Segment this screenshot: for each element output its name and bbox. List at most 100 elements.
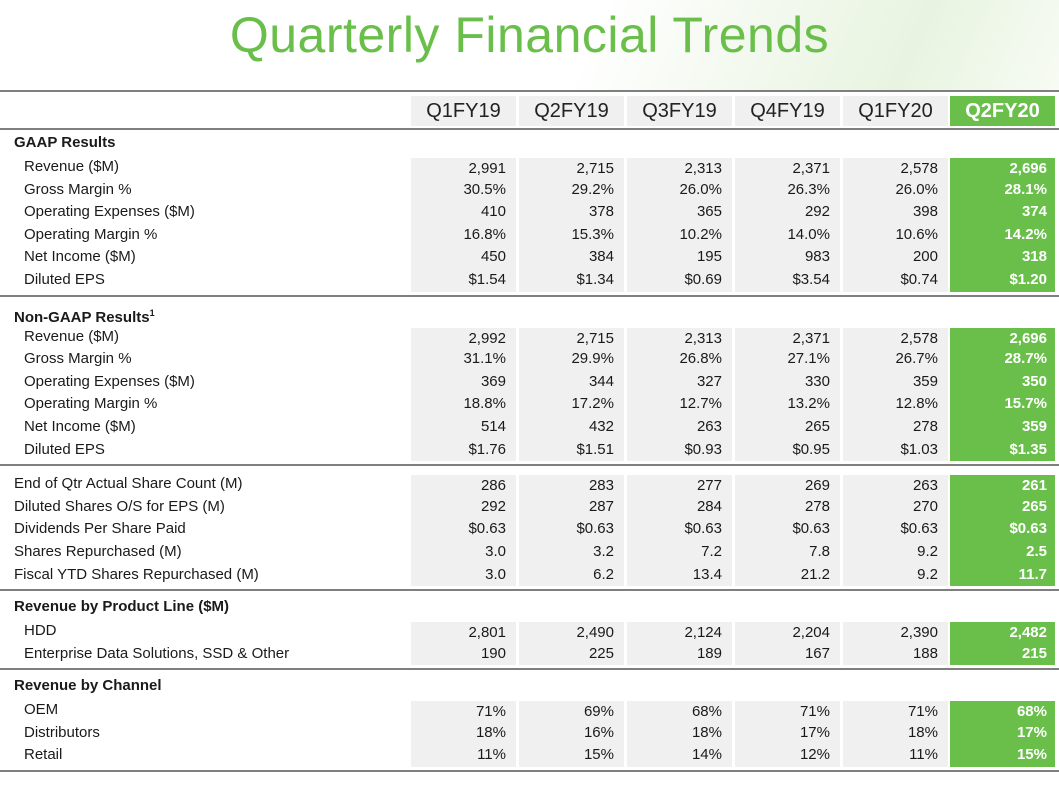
- quarter-header: Q4FY19: [735, 96, 840, 126]
- section-heading: Revenue by Product Line ($M): [0, 594, 1059, 620]
- value-cell: 3.0: [411, 563, 516, 587]
- table-row: Operating Expenses ($M) 369 344 327 330 359 35…: [0, 370, 1059, 394]
- value-cell: 2,313: [627, 156, 732, 179]
- value-cell: 16.8%: [411, 223, 516, 247]
- value-cell: $0.93: [627, 438, 732, 462]
- current-quarter-cell: 14.2%: [950, 223, 1055, 247]
- value-cell: 2,992: [411, 325, 516, 349]
- value-cell: 15%: [519, 744, 624, 768]
- value-cell: 18%: [843, 721, 948, 745]
- table-row: Revenue ($M) 2,991 2,715 2,313 2,371 2,578 2,6…: [0, 156, 1059, 179]
- value-cell: 287: [519, 495, 624, 519]
- value-cell: 365: [627, 201, 732, 224]
- value-cell: 369: [411, 370, 516, 394]
- table-body: GAAP Results Revenue ($M) 2,991 2,715 2,313 2…: [0, 130, 1059, 773]
- footnote-marker: 1: [149, 307, 155, 318]
- value-cell: 10.6%: [843, 223, 948, 247]
- value-cell: 17.2%: [519, 393, 624, 416]
- row-label: Gross Margin %: [24, 180, 132, 198]
- table-row: End of Qtr Actual Share Count (M) 286 283 2…: [0, 473, 1059, 496]
- value-cell: 2,991: [411, 156, 516, 179]
- current-quarter-cell: 28.7%: [950, 348, 1055, 371]
- row-label: Operating Margin %: [24, 225, 158, 243]
- table-row: HDD 2,801 2,490 2,124 2,204 2,390 2,482: [0, 620, 1059, 643]
- current-quarter-cell: 68%: [950, 699, 1055, 722]
- section-heading-text: GAAP Results: [14, 134, 116, 151]
- row-label: OEM: [24, 701, 59, 719]
- value-cell: 270: [843, 495, 948, 519]
- value-cell: 514: [411, 415, 516, 439]
- value-cell: 167: [735, 642, 840, 666]
- value-cell: 6.2: [519, 563, 624, 587]
- value-cell: 410: [411, 201, 516, 224]
- table-row: Fiscal YTD Shares Repurchased (M) 3.0 6.2 1…: [0, 563, 1059, 587]
- value-cell: 3.2: [519, 540, 624, 564]
- row-label: Revenue ($M): [24, 158, 120, 175]
- current-quarter-cell: 215: [950, 642, 1055, 666]
- value-cell: $0.63: [735, 518, 840, 541]
- current-quarter-cell: 15.7%: [950, 393, 1055, 416]
- current-quarter-cell: 350: [950, 370, 1055, 394]
- financial-table: Q1FY19 Q2FY19 Q3FY19 Q4FY19 Q1FY20 Q2FY2…: [0, 93, 1059, 775]
- section-heading: Non-GAAP Results1: [0, 300, 1059, 326]
- table-row: Operating Expenses ($M) 410 378 365 292 398 37…: [0, 201, 1059, 224]
- row-label: Dividends Per Share Paid: [14, 520, 186, 538]
- value-cell: 2,313: [627, 325, 732, 349]
- value-cell: $0.63: [627, 518, 732, 541]
- value-cell: 2,371: [735, 325, 840, 349]
- quarter-header: Q1FY19: [411, 96, 516, 126]
- table-row: Enterprise Data Solutions, SSD & Other 19…: [0, 642, 1059, 666]
- value-cell: 225: [519, 642, 624, 666]
- value-cell: 2,124: [627, 620, 732, 643]
- value-cell: 195: [627, 246, 732, 269]
- value-cell: 188: [843, 642, 948, 666]
- value-cell: 344: [519, 370, 624, 394]
- value-cell: 69%: [519, 699, 624, 722]
- row-label: Distributors: [24, 723, 100, 741]
- value-cell: 13.2%: [735, 393, 840, 416]
- value-cell: 330: [735, 370, 840, 394]
- row-label: Diluted EPS: [24, 440, 105, 458]
- table-row: Net Income ($M) 450 384 195 983 200 318: [0, 246, 1059, 269]
- value-cell: 11%: [411, 744, 516, 768]
- value-cell: $0.74: [843, 268, 948, 292]
- value-cell: 29.9%: [519, 348, 624, 371]
- row-label: Net Income ($M): [24, 248, 136, 266]
- value-cell: 292: [735, 201, 840, 224]
- value-cell: 2,204: [735, 620, 840, 643]
- value-cell: 14%: [627, 744, 732, 768]
- value-cell: 190: [411, 642, 516, 666]
- section-heading: GAAP Results: [0, 130, 1059, 156]
- current-quarter-cell: 2,696: [950, 156, 1055, 179]
- value-cell: 18%: [411, 721, 516, 745]
- value-cell: 26.0%: [627, 178, 732, 202]
- quarter-header-current: Q2FY20: [950, 96, 1055, 126]
- section-heading-text: Revenue by Product Line ($M): [14, 598, 230, 616]
- value-cell: $1.51: [519, 438, 624, 462]
- current-quarter-cell: 359: [950, 415, 1055, 439]
- table-row: Dividends Per Share Paid $0.63 $0.63 $0.63 $…: [0, 518, 1059, 541]
- quarter-header: Q1FY20: [843, 96, 948, 126]
- table-row: Operating Margin % 16.8% 15.3% 10.2% 14.0% 10…: [0, 223, 1059, 247]
- table-row: Operating Margin % 18.8% 17.2% 12.7% 13.2% 12…: [0, 393, 1059, 416]
- value-cell: 17%: [735, 721, 840, 745]
- row-label: Diluted EPS: [24, 270, 105, 288]
- table-row: Diluted EPS $1.54 $1.34 $0.69 $3.54 $0.74 $1.2…: [0, 268, 1059, 292]
- value-cell: 283: [519, 473, 624, 496]
- section-divider: [0, 668, 1059, 671]
- value-cell: 15.3%: [519, 223, 624, 247]
- value-cell: 2,490: [519, 620, 624, 643]
- value-cell: $1.76: [411, 438, 516, 462]
- row-label: Operating Margin %: [24, 395, 158, 413]
- value-cell: 13.4: [627, 563, 732, 587]
- value-cell: 263: [843, 473, 948, 496]
- value-cell: $0.69: [627, 268, 732, 292]
- value-cell: 2,578: [843, 325, 948, 349]
- value-cell: 12%: [735, 744, 840, 768]
- value-cell: 12.7%: [627, 393, 732, 416]
- value-cell: 26.8%: [627, 348, 732, 371]
- value-cell: 26.0%: [843, 178, 948, 202]
- value-cell: 278: [735, 495, 840, 519]
- value-cell: $0.63: [411, 518, 516, 541]
- value-cell: 983: [735, 246, 840, 269]
